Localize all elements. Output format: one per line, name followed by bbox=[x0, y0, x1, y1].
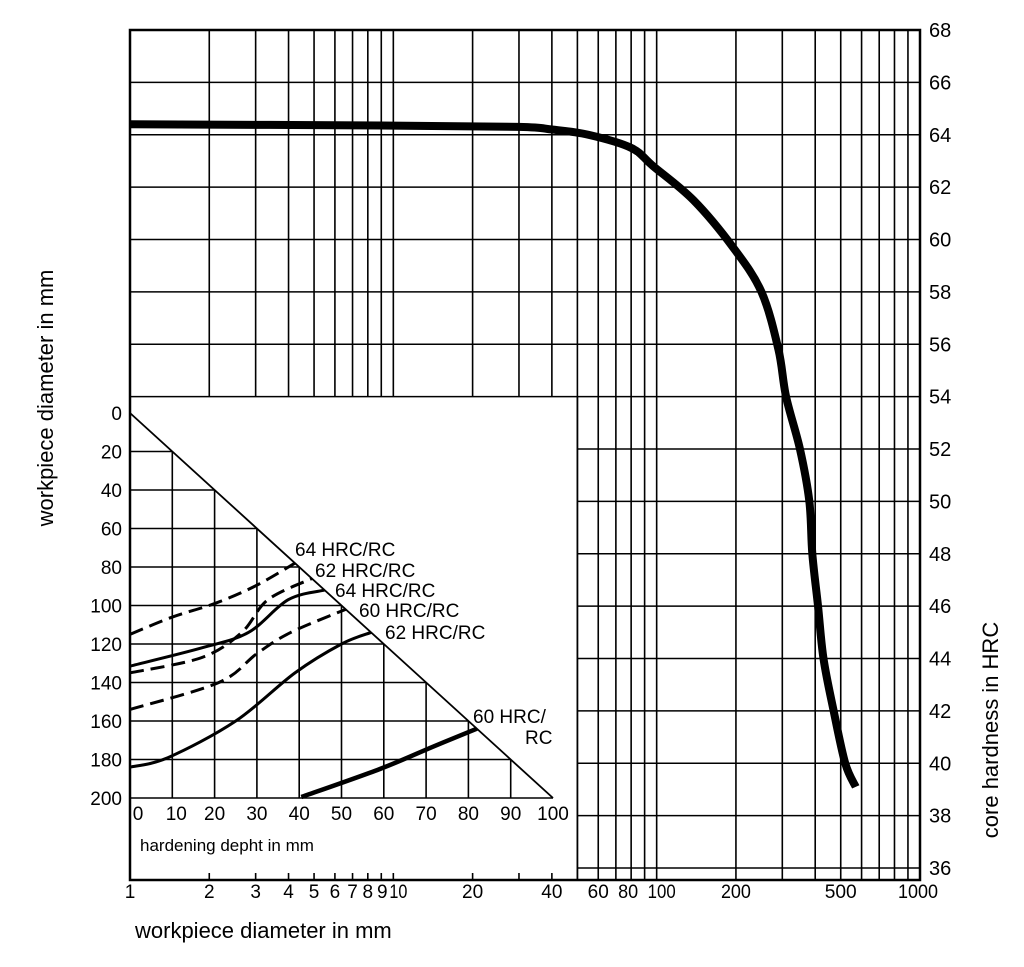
inset-y-tick-label: 180 bbox=[90, 751, 122, 772]
inset-y-tick-label: 140 bbox=[90, 674, 122, 695]
inset-y-tick-label: 200 bbox=[90, 789, 122, 810]
y-tick-label: 48 bbox=[929, 544, 951, 566]
y-tick-label: 44 bbox=[929, 649, 951, 671]
inset-x-tick-label: 20 bbox=[204, 804, 225, 825]
inset-x-tick-label: 40 bbox=[289, 804, 310, 825]
x-tick-label: 8 bbox=[363, 882, 374, 903]
y-tick-label: 46 bbox=[929, 596, 951, 618]
x-tick-label: 1 bbox=[125, 882, 136, 903]
y-tick-label: 36 bbox=[929, 858, 951, 880]
hardening-depth-curve bbox=[129, 607, 347, 711]
x-tick-label: 2 bbox=[204, 882, 215, 903]
y-tick-label: 42 bbox=[929, 701, 951, 723]
inset-x-tick-label: 80 bbox=[458, 804, 479, 825]
inset-y-tick-label: 60 bbox=[101, 520, 122, 541]
inset-y-tick-label: 160 bbox=[90, 712, 122, 733]
left-axis-label: workpiece diameter in mm bbox=[33, 270, 58, 528]
curves bbox=[129, 120, 860, 800]
tick-labels: 1 2 3 4 5 6 7 8 9 10 20 40 60 80 100 200 500 100068666462… bbox=[125, 20, 952, 903]
y-tick-label: 52 bbox=[929, 439, 951, 461]
x-tick-label: 1000 bbox=[898, 882, 938, 903]
inset-diagonal-boundary bbox=[129, 412, 554, 799]
curve-label: RC bbox=[525, 728, 552, 749]
x-tick-label: 80 bbox=[618, 882, 638, 903]
curve-label: 62 HRC/RC bbox=[315, 561, 415, 582]
core-hardness-curve bbox=[129, 120, 860, 789]
x-tick-label: 9 bbox=[377, 882, 388, 903]
x-tick-label: 5 bbox=[309, 882, 320, 903]
inset-x-tick-label: 0 bbox=[133, 804, 144, 825]
curve-label: 60 HRC/ bbox=[473, 707, 547, 728]
inset-x-tick-label: 30 bbox=[246, 804, 267, 825]
y-tick-label: 58 bbox=[929, 282, 951, 304]
curve-label: 64 HRC/RC bbox=[295, 540, 395, 561]
y-tick-label: 62 bbox=[929, 177, 951, 199]
x-tick-label: 6 bbox=[330, 882, 341, 903]
y-tick-label: 54 bbox=[929, 387, 951, 409]
x-tick-label: 100 bbox=[648, 882, 676, 903]
x-tick-label: 4 bbox=[283, 882, 294, 903]
curve-label: 60 HRC/RC bbox=[359, 601, 459, 622]
y-tick-label: 60 bbox=[929, 230, 951, 252]
bottom-axis-label: workpiece diameter in mm bbox=[134, 918, 392, 943]
curve-label: 64 HRC/RC bbox=[335, 581, 435, 602]
inset-x-tick-label: 70 bbox=[416, 804, 437, 825]
inset-y-tick-label: 0 bbox=[111, 404, 122, 425]
hardening-depth-curve bbox=[129, 588, 325, 668]
x-tick-label: 3 bbox=[250, 882, 261, 903]
y-tick-label: 56 bbox=[929, 334, 951, 356]
y-tick-label: 40 bbox=[929, 753, 951, 775]
inset-y-tick-label: 100 bbox=[90, 597, 122, 618]
x-tick-label: 200 bbox=[721, 882, 751, 903]
hardening-depth-curve bbox=[300, 726, 478, 800]
x-tick-label: 60 bbox=[588, 882, 609, 903]
hardening-depth-curve bbox=[129, 561, 296, 636]
y-tick-label: 38 bbox=[929, 806, 951, 828]
curve-label: 62 HRC/RC bbox=[385, 623, 485, 644]
y-tick-label: 68 bbox=[929, 20, 951, 42]
x-tick-label: 500 bbox=[825, 882, 857, 903]
inset-y-tick-label: 40 bbox=[101, 481, 122, 502]
x-tick-label: 40 bbox=[541, 882, 562, 903]
inset-x-tick-label: 60 bbox=[373, 804, 394, 825]
plot-frame bbox=[128, 28, 922, 882]
y-tick-label: 50 bbox=[929, 491, 951, 513]
inset-y-tick-label: 80 bbox=[101, 558, 122, 579]
hardening-depth-curve bbox=[129, 577, 313, 675]
inset-x-tick-label: 100 bbox=[537, 804, 569, 825]
inset-y-tick-label: 20 bbox=[101, 443, 122, 464]
right-axis-label: core hardness in HRC bbox=[978, 622, 1003, 839]
y-tick-label: 66 bbox=[929, 72, 951, 94]
hardening-depth-curve bbox=[129, 631, 372, 769]
x-tick-label: 7 bbox=[347, 882, 358, 903]
inset-y-tick-label: 120 bbox=[90, 635, 122, 656]
x-tick-label: 10 bbox=[389, 882, 407, 903]
inset-chart: 0 10 20 30 40 50 60 70 80 90 100 0 20 40 60 80 100 120 140… bbox=[90, 396, 579, 880]
inset-x-tick-label: 50 bbox=[331, 804, 352, 825]
inset-axis-label: hardening depht in mm bbox=[140, 836, 314, 855]
y-tick-label: 64 bbox=[929, 125, 951, 147]
x-tick-label: 20 bbox=[462, 882, 483, 903]
inset-x-tick-label: 90 bbox=[500, 804, 521, 825]
inset-x-tick-label: 10 bbox=[166, 804, 187, 825]
